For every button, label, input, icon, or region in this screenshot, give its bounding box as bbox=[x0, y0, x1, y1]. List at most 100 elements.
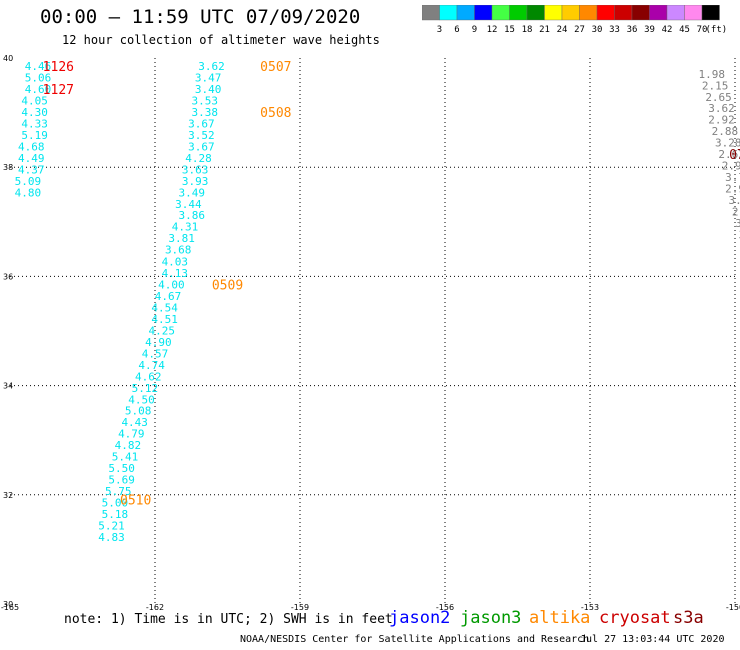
wave-height-label: 3.62 bbox=[708, 102, 735, 115]
wave-height-label: 4.62 bbox=[135, 370, 162, 383]
satellite-label-altika: altika bbox=[529, 608, 591, 628]
wave-height-label: 5.06 bbox=[25, 72, 52, 85]
wave-height-label: 3.15 bbox=[729, 194, 740, 207]
wave-height-label: 5.41 bbox=[112, 451, 139, 464]
wave-height-label: 4.80 bbox=[15, 186, 42, 199]
color-scale-tick: 39 bbox=[644, 25, 655, 35]
wave-height-label: 5.09 bbox=[15, 175, 42, 188]
wave-height-label: 3.47 bbox=[195, 72, 222, 85]
wave-height-label: 4.50 bbox=[128, 393, 155, 406]
color-scale-tick: 70 bbox=[697, 25, 708, 35]
wave-height-label: 2.63 bbox=[718, 148, 740, 161]
credit-text: NOAA/NESDIS Center for Satellite Applica… bbox=[240, 634, 590, 645]
wave-height-label: 3.67 bbox=[188, 140, 215, 153]
color-scale-legend: 3 6 9 12 15 18 21 24 27 30 33 36 39 42 45 70(ft) bbox=[422, 5, 728, 35]
wave-height-label: 2.65 bbox=[705, 91, 732, 104]
wave-height-label: 5.69 bbox=[108, 474, 135, 487]
color-scale-tick: 6 bbox=[454, 25, 459, 35]
x-tick-label: -165 bbox=[1, 603, 19, 612]
color-scale-tick: 45 bbox=[679, 25, 690, 35]
data-layer: 4.465.064.604.054.304.335.194.684.494.37… bbox=[15, 60, 740, 544]
pass-time-label: 1127 bbox=[43, 83, 74, 98]
color-scale-tick: 27 bbox=[574, 25, 585, 35]
wave-height-label: 4.03 bbox=[162, 256, 189, 269]
pass-time-label: 07 bbox=[729, 148, 740, 163]
footer-note: note: 1) Time is in UTC; 2) SWH is in fe… bbox=[64, 612, 393, 627]
wave-height-label: 4.05 bbox=[21, 95, 48, 108]
color-scale-tick: 30 bbox=[592, 25, 603, 35]
color-swatch bbox=[701, 5, 720, 21]
wave-height-label: 3.86 bbox=[178, 209, 205, 222]
wave-height-label: 4.82 bbox=[115, 439, 142, 452]
wave-height-label: 3.44 bbox=[175, 198, 202, 211]
chart-subtitle: 12 hour collection of altimeter wave hei… bbox=[62, 33, 380, 47]
wave-height-label: 4.51 bbox=[151, 313, 178, 326]
wave-height-label: 3.63 bbox=[182, 163, 209, 176]
color-scale-tick: 15 bbox=[504, 25, 515, 35]
wave-height-label: 4.49 bbox=[18, 152, 45, 165]
wave-height-label: 5.12 bbox=[132, 382, 159, 395]
wave-height-label: 3.52 bbox=[188, 129, 215, 142]
wave-height-label: 2.15 bbox=[702, 79, 729, 92]
wave-height-label: 4.37 bbox=[18, 163, 45, 176]
wave-height-label: 5.21 bbox=[98, 519, 125, 532]
wave-height-label: 4.54 bbox=[151, 302, 178, 315]
wave-height-label: 5.18 bbox=[102, 508, 129, 521]
wave-height-label: 4.13 bbox=[162, 267, 189, 280]
wave-height-label: 5.75 bbox=[105, 485, 132, 498]
wave-height-label: 4.30 bbox=[21, 106, 48, 119]
color-scale-tick: 33 bbox=[609, 25, 620, 35]
wave-height-label: 5.50 bbox=[108, 462, 135, 475]
x-tick-label: -156 bbox=[436, 603, 454, 612]
wave-height-label: 3.53 bbox=[192, 95, 219, 108]
wave-height-label: 4.79 bbox=[118, 428, 145, 441]
y-tick-label: 30 bbox=[3, 600, 13, 609]
y-tick-label: 38 bbox=[3, 163, 13, 172]
wave-height-label: 4.25 bbox=[149, 324, 176, 337]
wave-height-label: 2.91 bbox=[722, 160, 740, 173]
wave-height-label: 2.88 bbox=[712, 125, 739, 138]
y-tick-label: 32 bbox=[3, 491, 13, 500]
satellite-label-jason2: jason2 bbox=[389, 608, 451, 628]
color-scale-tick: 9 bbox=[472, 25, 477, 35]
color-scale-tick: 3 bbox=[437, 25, 442, 35]
satellite-label-jason3: jason3 bbox=[460, 608, 522, 628]
wave-height-label: 4.83 bbox=[98, 531, 125, 544]
wave-height-label: 4.00 bbox=[158, 279, 185, 292]
wave-height-label: 2.77 bbox=[732, 205, 740, 218]
satellite-label-s3a: s3a bbox=[673, 608, 704, 628]
wave-height-label: 3.62 bbox=[198, 60, 225, 73]
pass-time-label: 0510 bbox=[120, 494, 151, 509]
wave-height-label: 4.74 bbox=[138, 359, 165, 372]
wave-height-label: 3.45 bbox=[739, 228, 740, 241]
wave-height-plot: -165-162-159-156-153-1503032343638404.46… bbox=[1, 54, 740, 612]
pass-time-label: 0507 bbox=[260, 60, 291, 75]
wave-height-label: 5.08 bbox=[125, 405, 152, 418]
wave-height-label: 3.72 bbox=[725, 171, 740, 184]
chart-title: 00:00 – 11:59 UTC 07/09/2020 bbox=[40, 6, 361, 28]
color-scale-tick: 12 bbox=[487, 25, 498, 35]
wave-height-label: 4.33 bbox=[21, 118, 48, 131]
pass-time-label: 0509 bbox=[212, 279, 243, 294]
wave-height-label: 4.31 bbox=[172, 221, 199, 234]
pass-time-label: 1126 bbox=[43, 60, 74, 75]
wave-height-label: 4.57 bbox=[142, 347, 169, 360]
pass-time-label: 0508 bbox=[260, 106, 291, 121]
x-tick-label: -153 bbox=[581, 603, 599, 612]
wave-height-label: 3.93 bbox=[182, 175, 209, 188]
y-tick-label: 36 bbox=[3, 272, 13, 281]
x-tick-label: -150 bbox=[726, 603, 740, 612]
color-scale-tick: 42 bbox=[662, 25, 673, 35]
wave-height-label: 3.35 bbox=[735, 217, 740, 230]
timestamp-text: Jul 27 13:03:44 UTC 2020 bbox=[580, 634, 725, 645]
color-scale-unit: (ft) bbox=[706, 25, 728, 35]
wave-height-label: 4.67 bbox=[155, 290, 182, 303]
color-scale-tick: 18 bbox=[522, 25, 533, 35]
wave-height-label: 4.68 bbox=[18, 140, 45, 153]
wave-height-label: 2.96 bbox=[725, 182, 740, 195]
wave-height-label: 4.46 bbox=[25, 60, 52, 73]
wave-height-label: 4.60 bbox=[25, 83, 52, 96]
wave-height-label: 5.00 bbox=[102, 496, 129, 509]
color-scale-tick: 21 bbox=[539, 25, 550, 35]
wave-height-label: 2.92 bbox=[708, 114, 735, 127]
